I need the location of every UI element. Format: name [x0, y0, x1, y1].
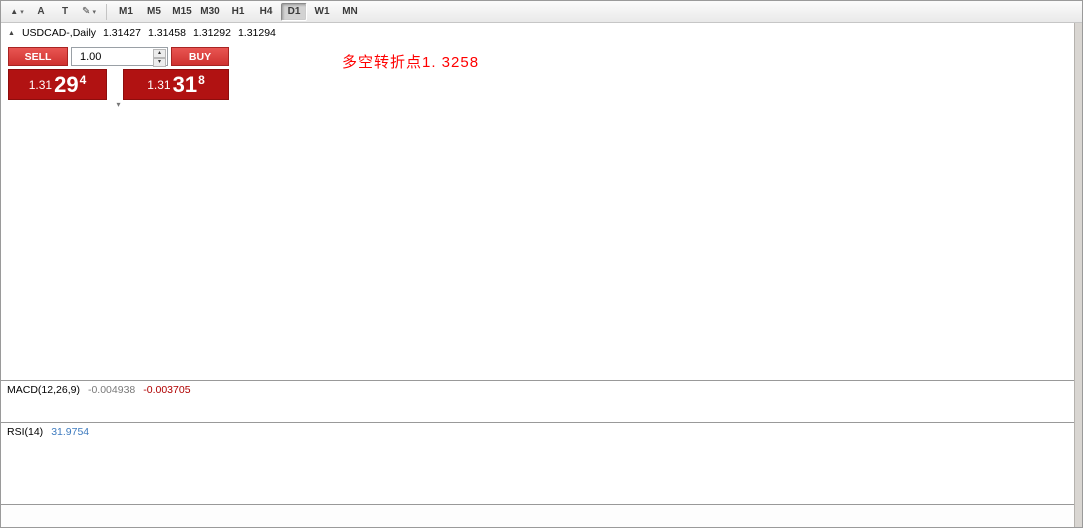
macd-signal-value: -0.003705: [143, 384, 191, 396]
timeframe-m15-button[interactable]: M15: [172, 6, 192, 17]
widget-collapse-button[interactable]: ▾: [116, 100, 121, 109]
price-low: 1.31292: [192, 27, 231, 39]
timeframe-d1-button[interactable]: D1: [281, 2, 307, 21]
sell-price-button[interactable]: 1.31 29 4: [8, 69, 107, 100]
macd-label: MACD(12,26,9) -0.004938 -0.003705: [7, 384, 191, 396]
text-tool-button[interactable]: T: [54, 3, 76, 21]
rsi-value: 31.9754: [51, 426, 90, 438]
chart-title: ▲ USDCAD-,Daily 1.31427 1.31458 1.31292 …: [8, 27, 276, 39]
cursor-tool-button[interactable]: ▲ ▾: [6, 3, 28, 21]
text-label-tool-button[interactable]: A: [30, 3, 52, 21]
time-axis[interactable]: [1, 505, 1076, 527]
symbol-marker-icon: ▲: [8, 29, 15, 37]
timeframe-m1-button[interactable]: M1: [119, 6, 133, 17]
macd-pane[interactable]: MACD(12,26,9) -0.004938 -0.003705: [1, 381, 1076, 421]
pane-resize-handle[interactable]: [1, 503, 1076, 505]
buy-price-button[interactable]: 1.31 31 8: [123, 69, 229, 100]
draw-tool-button[interactable]: ✎ ▾: [78, 3, 100, 21]
volume-input[interactable]: 1.00 ▴ ▾: [71, 47, 168, 67]
sell-price-pipette: 4: [79, 73, 87, 87]
timeframe-m30-button[interactable]: M30: [200, 6, 220, 17]
macd-name: MACD(12,26,9): [7, 384, 80, 396]
toolbar: ▲ ▾ A T ✎ ▾ M1 M5 M15 M30 H1 H4 D1 W1 MN: [1, 1, 1082, 23]
pane-resize-handle[interactable]: [1, 421, 1076, 423]
price-high: 1.31458: [148, 27, 186, 39]
macd-main-value: -0.004938: [87, 384, 136, 396]
vertical-scrollbar[interactable]: [1074, 23, 1082, 527]
dropdown-caret-icon: ▾: [20, 8, 24, 16]
cursor-tool-icon: ▲: [10, 7, 19, 16]
buy-price-pipette: 8: [198, 73, 205, 87]
sell-price-big: 29: [54, 71, 79, 97]
dropdown-caret-icon: ▾: [92, 8, 96, 16]
rsi-pane[interactable]: RSI(14) 31.9754: [1, 423, 1076, 503]
text-label-tool-icon: A: [37, 6, 45, 17]
buy-price-big: 31: [172, 71, 198, 97]
main-chart-pane[interactable]: ▲ USDCAD-,Daily 1.31427 1.31458 1.31292 …: [1, 23, 1076, 379]
volume-value: 1.00: [80, 50, 102, 63]
text-tool-icon: T: [61, 6, 69, 17]
sell-button[interactable]: SELL: [8, 47, 68, 66]
timeframe-h4-button[interactable]: H4: [259, 6, 273, 17]
price-close: 1.31294: [237, 27, 276, 39]
rsi-label: RSI(14) 31.9754: [7, 426, 89, 438]
sell-price-prefix: 1.31: [28, 77, 53, 92]
toolbar-separator: [106, 3, 107, 20]
symbol-name: USDCAD-,Daily: [21, 27, 97, 39]
rsi-canvas[interactable]: [1, 423, 1076, 503]
pencil-icon: ✎: [82, 6, 91, 17]
pane-resize-handle[interactable]: [1, 379, 1076, 381]
timeframe-h1-button[interactable]: H1: [231, 6, 245, 17]
timeframe-w1-button[interactable]: W1: [314, 6, 330, 17]
timeframe-m5-button[interactable]: M5: [147, 6, 161, 17]
buy-price-prefix: 1.31: [147, 77, 171, 92]
annotation-text: 多空转折点1. 3258: [342, 54, 480, 71]
buy-button[interactable]: BUY: [171, 47, 229, 66]
volume-up-button[interactable]: ▴: [153, 49, 166, 58]
timeframe-mn-button[interactable]: MN: [342, 6, 358, 17]
price-open: 1.31427: [103, 27, 141, 39]
rsi-name: RSI(14): [7, 426, 44, 438]
volume-down-button[interactable]: ▾: [153, 58, 166, 67]
one-click-trading-widget: SELL 1.00 ▴ ▾ BUY 1.31 29 4 1.31: [8, 47, 229, 109]
